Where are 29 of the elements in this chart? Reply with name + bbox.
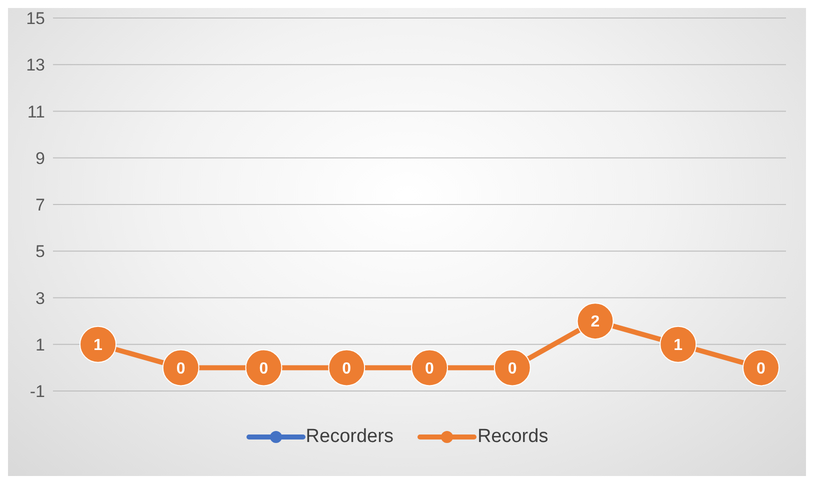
data-label: 0 [259,360,268,378]
point [576,302,614,340]
y-tick-label: 1 [36,335,45,354]
y-tick-label: 9 [36,148,45,168]
y-tick-label: -1 [30,382,45,402]
data-label: 1 [94,337,103,354]
data-label: 0 [425,360,434,378]
point [245,349,282,386]
data-label: 0 [508,360,517,378]
point [494,349,531,386]
y-tick-label: 5 [36,242,45,262]
point [411,349,448,386]
point [162,349,200,386]
legend-label: Records [477,426,548,448]
y-tick-label: 11 [27,102,45,122]
legend-label: Recorders [306,426,394,448]
data-label: 2 [590,314,600,331]
y-tick-label: 7 [36,196,45,215]
data-label: 0 [176,360,186,378]
data-label: 0 [342,360,352,378]
y-tick-label: 3 [36,288,45,308]
y-tick-label: 15 [26,9,45,28]
y-tick-label: 13 [26,56,45,75]
point [742,349,780,386]
data-label: 0 [756,360,766,378]
point [328,349,366,386]
data-label: 1 [674,337,683,354]
point [80,326,116,363]
point [660,326,697,363]
